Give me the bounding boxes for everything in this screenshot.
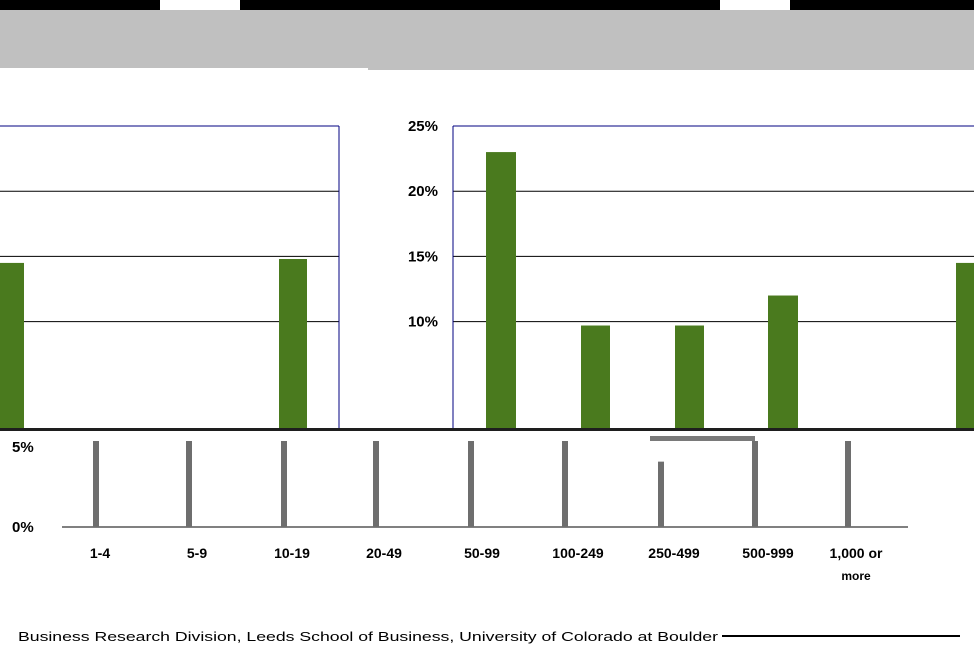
right-y-tick: 25% [408, 118, 438, 135]
seam-dark [0, 428, 974, 431]
panel-lower: 5% 0% 1-4 5-9 10-19 20-49 50-99 100-249 250-499… [12, 439, 908, 583]
right-bar [675, 325, 704, 430]
lower-y-tick: 0% [12, 519, 34, 536]
lower-bar [468, 441, 474, 527]
lower-category-labels: 1-4 5-9 10-19 20-49 50-99 100-249 250-499 500-9… [90, 545, 883, 583]
header-black-mid [240, 0, 720, 10]
header-band [0, 10, 974, 70]
lower-bar [562, 441, 568, 527]
right-y-tick: 20% [408, 183, 438, 200]
footer: Business Research Division, Leeds School… [18, 629, 960, 644]
right-y-tick-labels: 25% 20% 15% 10% [408, 118, 438, 331]
lower-category-label: 1,000 or more [830, 545, 883, 583]
lower-bar [93, 441, 99, 527]
header-black-left [0, 0, 160, 10]
lower-bar [281, 441, 287, 527]
right-bar [768, 295, 798, 430]
right-gridlines [453, 190, 974, 323]
header-band-edge [0, 68, 368, 71]
lower-bar [658, 461, 664, 527]
lower-category-label: 20-49 [366, 545, 402, 561]
lower-category-label: 5-9 [187, 545, 207, 561]
lower-bars [93, 441, 851, 527]
right-y-tick: 10% [408, 314, 438, 331]
lower-bar [186, 441, 192, 527]
lower-category-label: 10-19 [274, 545, 310, 561]
lower-category-label: 50-99 [464, 545, 500, 561]
right-bars [486, 152, 974, 430]
seam-line [0, 428, 974, 441]
header-strip [0, 0, 974, 71]
panel-upper-right: 25% 20% 15% 10% [408, 118, 974, 430]
right-bar [486, 152, 516, 430]
lower-category-label: 250-499 [648, 545, 700, 561]
left-bars [0, 259, 307, 430]
right-y-tick: 15% [408, 248, 438, 265]
left-bar [279, 259, 307, 430]
seam-grey-bar [650, 436, 755, 441]
lower-bar [845, 441, 851, 527]
footer-text: Business Research Division, Leeds School… [18, 629, 719, 644]
header-black-right [790, 0, 974, 10]
lower-y-tick-labels: 5% 0% [12, 439, 34, 536]
left-bar [0, 262, 24, 430]
right-bar [956, 262, 974, 430]
lower-category-label: 1-4 [90, 545, 110, 561]
lower-y-tick: 5% [12, 439, 34, 456]
panel-upper-left [0, 125, 340, 430]
right-bar [581, 325, 610, 430]
lower-bar [373, 441, 379, 527]
lower-bar [752, 441, 758, 527]
lower-category-label: 500-999 [742, 545, 794, 561]
lower-category-label: 100-249 [552, 545, 604, 561]
